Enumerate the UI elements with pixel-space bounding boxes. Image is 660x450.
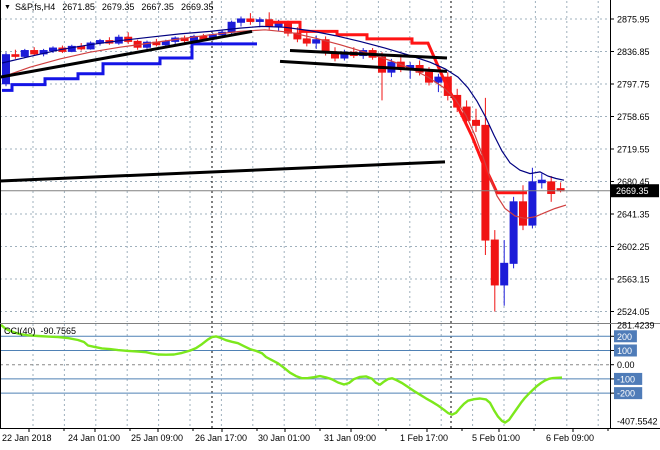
candle: [293, 32, 302, 40]
candle: [30, 50, 39, 55]
time-axis-label: 6 Feb 09:00: [546, 433, 594, 443]
candle: [255, 19, 264, 22]
current-price-tag-text: 2669.35: [616, 186, 649, 196]
candle: [2, 54, 10, 85]
candle: [86, 42, 95, 50]
candle: [227, 21, 236, 33]
price-axis-label: 2836.85: [617, 47, 650, 57]
ohlc-open: 2671.85: [62, 2, 95, 12]
cci-level-label: 100: [617, 346, 632, 356]
cci-level-label: -100: [617, 374, 635, 384]
candle: [500, 262, 509, 286]
time-axis-label: 30 Jan 01:00: [258, 433, 310, 443]
price-axis-label: 2602.25: [617, 242, 650, 252]
price-axis-label: 2719.55: [617, 145, 650, 155]
price-axis-label: 2758.65: [617, 112, 650, 122]
cci-indicator-caption: CCI(40) -90.7565: [4, 326, 81, 337]
trendline-object[interactable]: [0, 29, 253, 79]
candle: [537, 179, 546, 184]
candle: [237, 18, 245, 23]
price-axis[interactable]: 2875.95 2836.85 2797.75 2758.65 2719.55 2680.…: [610, 15, 650, 317]
time-axis-label: 26 Jan 17:00: [195, 433, 247, 443]
cci-level-tag: [614, 387, 643, 400]
candle: [143, 41, 151, 48]
cci-indicator-value: -90.7565: [40, 326, 77, 336]
time-axis-label: 24 Jan 01:00: [68, 433, 120, 443]
grid-layer: [0, 1, 610, 428]
cci-level-label: 0.00: [617, 360, 635, 370]
cci-level-tag: [614, 372, 643, 385]
symbol-dropdown-triangle-icon[interactable]: ▼: [4, 4, 11, 11]
candle: [462, 106, 471, 121]
candle: [161, 40, 170, 46]
candle: [490, 239, 499, 286]
current-price-tag: [611, 184, 659, 198]
time-axis[interactable]: 22 Jan 2018 24 Jan 01:00 25 Jan 09:00 26 Ja…: [2, 428, 609, 443]
candle: [378, 56, 386, 73]
time-axis-label: 5 Feb 01:00: [472, 433, 520, 443]
candle: [472, 119, 480, 126]
hilo-resistance-line: [267, 20, 527, 195]
time-axis-label: 1 Feb 17:00: [400, 433, 448, 443]
price-axis-label: 2680.45: [617, 177, 650, 187]
ohlc-low: 2667.35: [141, 2, 174, 12]
cci-level-label: 200: [617, 332, 632, 342]
overlay-lines-layer: [0, 20, 567, 220]
chart-title-bar: ▼ S&P,fs,H4 2671.85 2679.35 2667.35 2669.35: [4, 2, 220, 14]
cci-axis-min-label: -407.5542: [617, 417, 658, 427]
ohlc-close: 2669.35: [180, 2, 214, 12]
price-axis-label: 2563.15: [617, 274, 650, 284]
cci-axis[interactable]: 281.4239 -407.5542 200 100 0.00 -100 -200: [610, 321, 658, 427]
price-axis-label: 2875.95: [617, 15, 650, 25]
candle: [11, 54, 20, 57]
price-axis-label: 2524.05: [617, 307, 650, 317]
candle: [434, 76, 443, 83]
cci-level-tag: [614, 330, 637, 343]
candle: [509, 201, 518, 264]
cci-indicator-line: [0, 323, 563, 424]
price-axis-label: 2797.75: [617, 80, 650, 90]
candle: [20, 50, 29, 57]
cci-indicator-label: CCI(40): [4, 326, 36, 336]
hilo-support-line: [2, 42, 257, 92]
ohlc-high: 2679.35: [101, 2, 135, 12]
symbol-timeframe-label: S&P,fs,H4: [14, 2, 56, 12]
candle: [49, 47, 57, 52]
cci-pane: [0, 323, 610, 424]
candle: [312, 39, 321, 44]
candle: [528, 181, 537, 226]
trendline-object[interactable]: [289, 49, 448, 60]
candle: [302, 38, 311, 44]
candles-layer: [2, 12, 565, 312]
current-price-layer: 2669.35: [0, 184, 659, 198]
trendline-object[interactable]: [0, 160, 446, 183]
trendline-object[interactable]: [279, 59, 448, 73]
candle: [481, 124, 490, 241]
candle: [547, 181, 556, 195]
time-axis-label: 31 Jan 09:00: [324, 433, 376, 443]
cci-level-tag: [614, 344, 637, 357]
cci-level-label: -200: [617, 389, 635, 399]
candle: [246, 18, 255, 22]
price-axis-label: 2641.35: [617, 209, 650, 219]
cci-axis-max-label: 281.4239: [617, 321, 655, 331]
candle: [519, 201, 527, 226]
time-axis-label: 25 Jan 09:00: [131, 433, 183, 443]
time-axis-label: 22 Jan 2018: [2, 433, 52, 443]
